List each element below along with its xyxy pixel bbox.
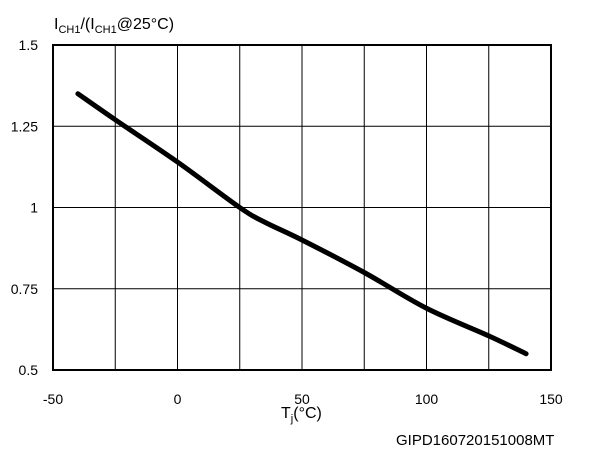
x-tick-labels: -50 0 50 100 150 <box>43 391 563 407</box>
plot-frame <box>52 44 552 371</box>
y-tick-label: 0.5 <box>19 362 39 378</box>
grid-layer <box>53 45 551 370</box>
x-tick-label: 0 <box>174 391 182 407</box>
y-tick-label: 0.75 <box>11 281 38 297</box>
y-tick-label: 1 <box>30 200 38 216</box>
y-axis-title: ICH1/(ICH1@25°C) <box>54 16 174 36</box>
y-tick-labels: 0.5 0.75 1 1.25 1.5 <box>11 37 38 378</box>
y-tick-label: 1.25 <box>11 118 38 134</box>
series-layer <box>75 91 529 357</box>
x-tick-label: 100 <box>415 391 439 407</box>
x-tick-label: 150 <box>539 391 563 407</box>
figure-code-label: GIPD160720151008MT <box>396 432 554 449</box>
x-tick-label: 50 <box>294 391 310 407</box>
series-line <box>75 91 529 357</box>
x-axis-title: Tj(°C) <box>281 405 322 425</box>
y-tick-label: 1.5 <box>19 37 39 53</box>
x-tick-label: -50 <box>43 391 63 407</box>
